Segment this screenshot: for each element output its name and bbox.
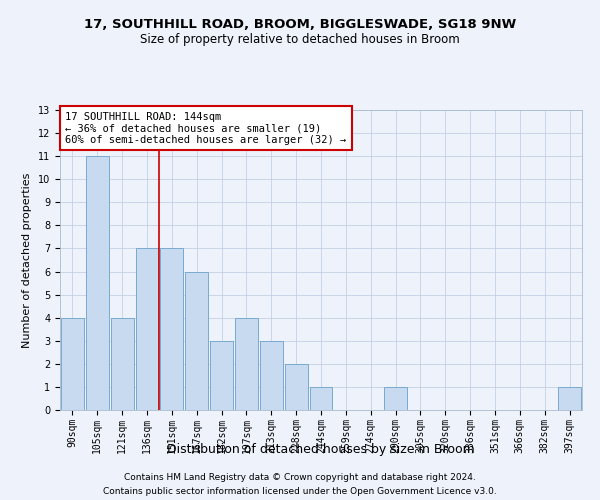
Text: 17, SOUTHHILL ROAD, BROOM, BIGGLESWADE, SG18 9NW: 17, SOUTHHILL ROAD, BROOM, BIGGLESWADE, … [84,18,516,30]
Bar [185,272,208,410]
Bar [310,387,332,410]
Bar [111,318,134,410]
Bar [61,318,84,410]
Text: Size of property relative to detached houses in Broom: Size of property relative to detached ho… [140,32,460,46]
Bar [86,156,109,410]
Bar [160,248,183,410]
Bar [384,387,407,410]
Y-axis label: Number of detached properties: Number of detached properties [22,172,32,348]
Bar [558,387,581,410]
Text: Contains public sector information licensed under the Open Government Licence v3: Contains public sector information licen… [103,488,497,496]
Bar [136,248,158,410]
Bar [235,318,258,410]
Bar [285,364,308,410]
Bar [210,341,233,410]
Bar [260,341,283,410]
Text: Distribution of detached houses by size in Broom: Distribution of detached houses by size … [167,442,475,456]
Text: Contains HM Land Registry data © Crown copyright and database right 2024.: Contains HM Land Registry data © Crown c… [124,472,476,482]
Text: 17 SOUTHHILL ROAD: 144sqm
← 36% of detached houses are smaller (19)
60% of semi-: 17 SOUTHHILL ROAD: 144sqm ← 36% of detac… [65,112,346,144]
